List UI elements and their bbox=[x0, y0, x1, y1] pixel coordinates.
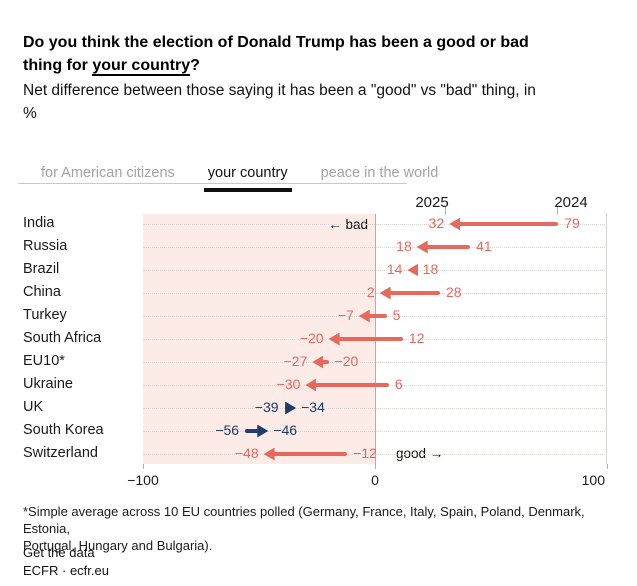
row-gridline bbox=[143, 454, 607, 455]
value-label-2024: −12 bbox=[353, 445, 377, 461]
get-the-data-link[interactable]: Get the data bbox=[23, 545, 95, 560]
row-gridline bbox=[143, 270, 607, 271]
arrowhead-left-icon bbox=[328, 332, 340, 346]
value-label-2024: 12 bbox=[408, 330, 425, 346]
country-label: South Africa bbox=[23, 330, 102, 346]
value-label-2025: 32 bbox=[428, 215, 445, 231]
tab-bar: for American citizens your country peace i… bbox=[37, 165, 442, 192]
x-axis-tick bbox=[143, 464, 144, 469]
arrowhead-right-icon bbox=[257, 424, 269, 438]
footnote-line2: Portugal, Hungary and Bulgaria). bbox=[23, 538, 213, 553]
arrowhead-left-icon bbox=[416, 240, 428, 254]
arrowhead-left-icon bbox=[379, 286, 391, 300]
value-label-2025: 18 bbox=[396, 238, 412, 254]
arrow-shaft bbox=[270, 452, 348, 456]
chart-subtitle: Net difference between those saying it h… bbox=[23, 79, 619, 125]
value-label-2025: −48 bbox=[234, 445, 259, 461]
arrow-shaft bbox=[456, 222, 559, 226]
x-axis-tick bbox=[375, 464, 376, 469]
title-line2-suffix: ? bbox=[190, 57, 200, 74]
tab-for-american-citizens[interactable]: for American citizens bbox=[41, 165, 175, 181]
subtitle-line1: Net difference between those saying it h… bbox=[23, 82, 536, 99]
tab-divider-line bbox=[18, 183, 407, 184]
tab-peace-in-the-world[interactable]: peace in the world bbox=[320, 165, 439, 181]
row-gridline bbox=[143, 224, 607, 225]
row-gridline bbox=[143, 408, 607, 409]
arrow-shaft bbox=[365, 314, 387, 318]
country-label: India bbox=[23, 215, 55, 231]
row-gridline bbox=[143, 247, 607, 248]
title-line2-prefix: thing for bbox=[23, 57, 93, 74]
value-label-2025: −7 bbox=[337, 307, 354, 323]
value-label-2024: −56 bbox=[215, 422, 240, 438]
value-label-2025: −20 bbox=[299, 330, 324, 346]
chart-title: Do you think the election of Donald Trum… bbox=[23, 31, 619, 77]
title-underlined-phrase: your country bbox=[92, 57, 191, 76]
value-label-2025: 14 bbox=[386, 261, 403, 277]
column-header-tick-2025 bbox=[445, 207, 446, 214]
good-direction-annotation: good → bbox=[396, 446, 444, 461]
x-axis-label: −100 bbox=[127, 472, 159, 488]
arrow-shaft bbox=[284, 406, 290, 410]
value-label-2024: 18 bbox=[422, 261, 439, 277]
arrowhead-right-icon bbox=[285, 401, 297, 415]
column-header-2025: 2025 bbox=[415, 194, 449, 211]
x-axis-tick bbox=[607, 464, 608, 469]
arrow-shaft bbox=[319, 360, 329, 364]
value-label-2025: −34 bbox=[301, 399, 325, 415]
country-label: Brazil bbox=[23, 261, 60, 277]
value-label-2024: 6 bbox=[394, 376, 403, 392]
source-credit-link[interactable]: ECFR · ecfr.eu bbox=[23, 563, 109, 578]
arrow-shaft bbox=[312, 383, 389, 387]
column-header-2024: 2024 bbox=[554, 194, 588, 211]
country-label: Russia bbox=[23, 238, 68, 254]
value-label-2024: −20 bbox=[334, 353, 359, 369]
value-label-2025: −30 bbox=[276, 376, 301, 392]
country-label: UK bbox=[23, 399, 44, 415]
country-label: China bbox=[23, 284, 61, 300]
footnote-line1: *Simple average across 10 EU countries p… bbox=[23, 504, 585, 536]
row-gridline bbox=[143, 431, 607, 432]
value-label-2024: −39 bbox=[254, 399, 279, 415]
country-label: Turkey bbox=[23, 307, 67, 323]
value-label-2024: 41 bbox=[476, 238, 492, 254]
country-label: Switzerland bbox=[23, 445, 98, 461]
arrowhead-left-icon bbox=[305, 378, 317, 392]
arrow-shaft bbox=[335, 337, 403, 341]
value-label-2025: −27 bbox=[283, 353, 308, 369]
row-gridline bbox=[143, 362, 607, 363]
arrowhead-left-icon bbox=[263, 447, 275, 461]
tab-your-country[interactable]: your country bbox=[203, 165, 292, 192]
value-label-2025: 2 bbox=[366, 284, 375, 300]
arrow-shaft bbox=[245, 429, 262, 433]
value-label-2024: 28 bbox=[445, 284, 462, 300]
footnote: *Simple average across 10 EU countries p… bbox=[23, 503, 619, 554]
value-label-2024: 5 bbox=[392, 307, 401, 323]
row-gridline bbox=[143, 293, 607, 294]
arrowhead-left-icon bbox=[312, 355, 324, 369]
country-label: EU10* bbox=[23, 353, 65, 369]
x-axis-label: 0 bbox=[371, 472, 379, 488]
country-label: Ukraine bbox=[23, 376, 73, 392]
value-label-2025: −46 bbox=[273, 422, 298, 438]
x-axis-label: 100 bbox=[581, 472, 605, 488]
arrow-shaft bbox=[414, 268, 417, 272]
arrowhead-left-icon bbox=[407, 263, 419, 277]
arrowhead-left-icon bbox=[358, 309, 370, 323]
country-label: South Korea bbox=[23, 422, 104, 438]
subtitle-line2: % bbox=[23, 105, 37, 122]
column-header-tick-2024 bbox=[557, 207, 558, 214]
arrow-shaft bbox=[386, 291, 440, 295]
arrowhead-left-icon bbox=[449, 217, 461, 231]
value-label-2024: 79 bbox=[564, 215, 580, 231]
title-line1: Do you think the election of Donald Trum… bbox=[23, 34, 529, 51]
arrow-shaft bbox=[423, 245, 471, 249]
